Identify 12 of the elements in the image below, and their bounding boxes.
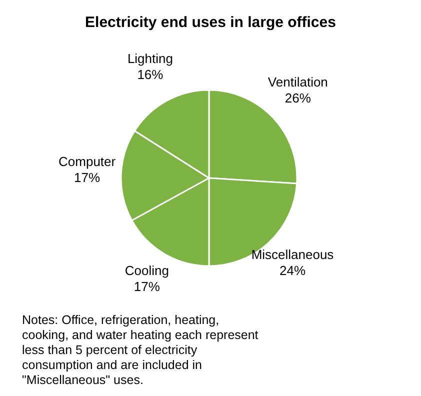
data-label: 17% — [74, 170, 101, 186]
slice-label: Cooling — [124, 263, 169, 278]
data-label: 24% — [280, 262, 306, 278]
data-label: 17% — [134, 279, 160, 294]
slice-label: Ventilation — [268, 74, 328, 90]
data-label: 26% — [284, 90, 312, 106]
chart-title: Electricity end uses in large offices — [84, 14, 337, 31]
slice-label: Lighting — [127, 51, 173, 66]
text: Notes: Office, refrigeration, heating, cooking, and water heating each represent less than 5 percent of electricity consumption and are included in "Miscellaneous" uses. — [22, 313, 260, 388]
data-label: 16% — [137, 67, 164, 82]
slice-label: Miscellaneous — [251, 246, 334, 262]
slice-label: Computer — [58, 154, 116, 170]
